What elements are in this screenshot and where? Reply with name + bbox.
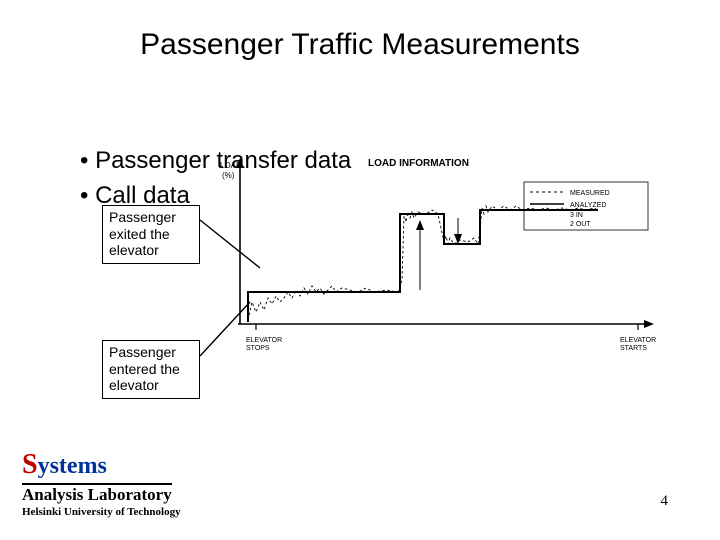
x-label-start-bottom: STARTS	[620, 345, 647, 352]
footer-uni: Helsinki University of Technology	[22, 506, 181, 518]
event-arrows	[416, 218, 462, 290]
y-axis-label-bottom: (%)	[222, 171, 235, 180]
legend-out: 2 OUT	[570, 221, 591, 228]
load-chart: LOAD INFORMATION LOAD (%) ELEVATOR STOPS…	[218, 152, 688, 382]
legend-in: 3 IN	[570, 212, 583, 219]
pointer-entered	[198, 298, 258, 362]
legend-analyzed: ANALYZED	[570, 202, 606, 209]
footer-systems: Systems	[22, 449, 181, 481]
footer-s: S	[22, 449, 38, 480]
footer-lab: Analysis Laboratory	[22, 483, 172, 505]
page-number: 4	[661, 493, 669, 510]
chart-title: LOAD INFORMATION	[368, 158, 469, 169]
slide-title: Passenger Traffic Measurements	[0, 28, 720, 62]
footer: Systems Analysis Laboratory Helsinki Uni…	[22, 449, 181, 518]
x-label-start-top: ELEVATOR	[620, 337, 656, 344]
legend: MEASURED ANALYZED 3 IN 2 OUT	[524, 182, 648, 230]
callout-entered: Passenger entered the elevator	[102, 340, 200, 399]
load-chart-svg: LOAD INFORMATION LOAD (%) ELEVATOR STOPS…	[218, 152, 688, 382]
pointer-exited	[198, 218, 268, 278]
callout-exited: Passenger exited the elevator	[102, 205, 200, 264]
footer-ystems: ystems	[38, 453, 107, 479]
legend-measured: MEASURED	[570, 190, 610, 197]
